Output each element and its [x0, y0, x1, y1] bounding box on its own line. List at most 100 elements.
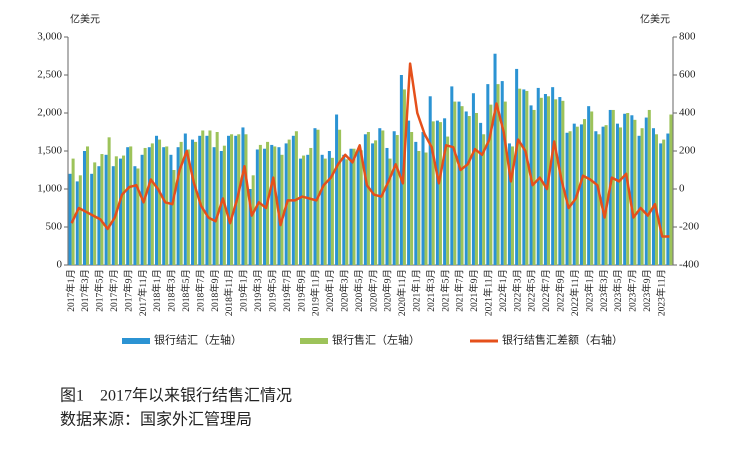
legend-label: 银行售汇（左轴） — [332, 333, 420, 347]
bar — [371, 143, 375, 265]
x-tick-label: 2022年3月 — [511, 269, 523, 312]
y-axis-label: 亿美元 — [70, 12, 100, 25]
bar — [230, 134, 234, 265]
bar — [623, 113, 627, 265]
x-tick-label: 2020年5月 — [353, 269, 365, 312]
bar — [244, 134, 248, 265]
bar — [582, 119, 586, 265]
bar — [241, 127, 245, 265]
bar — [536, 87, 540, 265]
x-tick-label: 2018年7月 — [194, 269, 206, 312]
bar — [179, 141, 183, 265]
bar — [381, 130, 385, 265]
bar — [446, 136, 450, 265]
y-tick-label: 1,000 — [37, 183, 62, 195]
x-tick-label: 2019年7月 — [281, 269, 293, 312]
bar — [464, 111, 468, 265]
x-tick-label: 2020年1月 — [324, 269, 336, 312]
bar — [587, 106, 591, 265]
bar — [388, 158, 392, 265]
bar — [359, 150, 363, 265]
bar — [277, 147, 281, 265]
x-tick-label: 2018年5月 — [180, 269, 192, 312]
bar — [302, 155, 306, 265]
x-tick-label: 2018年11月 — [223, 269, 235, 316]
y-tick-label: 1,500 — [37, 145, 62, 157]
bar — [529, 105, 533, 266]
bar — [597, 134, 601, 265]
bar — [399, 75, 403, 265]
bar — [299, 158, 303, 265]
bar — [457, 101, 461, 265]
bar — [467, 116, 471, 265]
bar — [191, 139, 195, 265]
bar — [287, 139, 291, 265]
bar — [479, 122, 483, 265]
bar — [147, 147, 151, 265]
bar — [630, 115, 634, 265]
bar — [637, 135, 641, 265]
bar — [407, 120, 411, 265]
x-tick-label: 2023年7月 — [627, 269, 639, 312]
bar — [273, 146, 277, 265]
y-tick-label: 2,000 — [37, 107, 62, 119]
legend-label: 银行结汇（左轴） — [154, 333, 242, 347]
bar — [176, 147, 180, 265]
bar — [640, 128, 644, 265]
bar — [150, 143, 154, 265]
bar — [486, 84, 490, 266]
bar — [158, 139, 162, 265]
x-tick-label: 2023年3月 — [598, 269, 610, 312]
bar — [82, 151, 87, 265]
x-tick-label: 2019年9月 — [295, 269, 307, 312]
bar — [122, 155, 126, 265]
x-tick-label: 2022年1月 — [497, 269, 509, 312]
bar — [237, 134, 241, 265]
bar — [374, 140, 378, 265]
bar — [327, 151, 331, 265]
x-tick-label: 2018年3月 — [166, 269, 178, 312]
bar — [435, 120, 439, 265]
legend-swatch — [300, 338, 328, 344]
x-tick-label: 2018年9月 — [209, 269, 221, 312]
legend-label: 银行结售汇差额（右轴） — [502, 333, 623, 347]
bar — [471, 93, 475, 266]
bar — [183, 133, 187, 265]
bar — [438, 122, 442, 266]
x-tick-label: 2017年3月 — [79, 269, 91, 312]
bar — [71, 158, 75, 265]
y2-tick-label: 600 — [679, 69, 696, 81]
bar — [97, 166, 101, 265]
y2-tick-label: 0 — [679, 183, 685, 195]
bar — [410, 132, 414, 265]
bar — [503, 101, 507, 265]
x-tick-label: 2017年9月 — [122, 269, 134, 312]
bar — [306, 154, 310, 265]
bar — [93, 162, 97, 265]
bar — [644, 117, 648, 265]
bar — [270, 144, 274, 265]
bar — [323, 158, 327, 265]
bar — [78, 175, 82, 265]
bar — [460, 106, 464, 265]
x-tick-label: 2017年1月 — [65, 269, 77, 312]
bar — [201, 130, 205, 265]
x-tick-label: 2019年5月 — [266, 269, 278, 312]
bar — [662, 139, 666, 265]
bar — [212, 147, 216, 265]
bar — [604, 125, 608, 265]
bar — [104, 154, 108, 265]
bar — [489, 104, 493, 265]
bar — [554, 99, 558, 265]
x-tick-label: 2021年3月 — [425, 269, 437, 312]
bar — [363, 134, 367, 265]
bar — [633, 119, 637, 265]
y-tick-label: 2,500 — [37, 69, 62, 81]
bar — [186, 149, 190, 265]
y-tick-label: 3,000 — [37, 31, 62, 43]
bar — [590, 111, 594, 265]
bar — [417, 151, 421, 265]
bar — [100, 154, 104, 265]
bar — [611, 109, 615, 266]
